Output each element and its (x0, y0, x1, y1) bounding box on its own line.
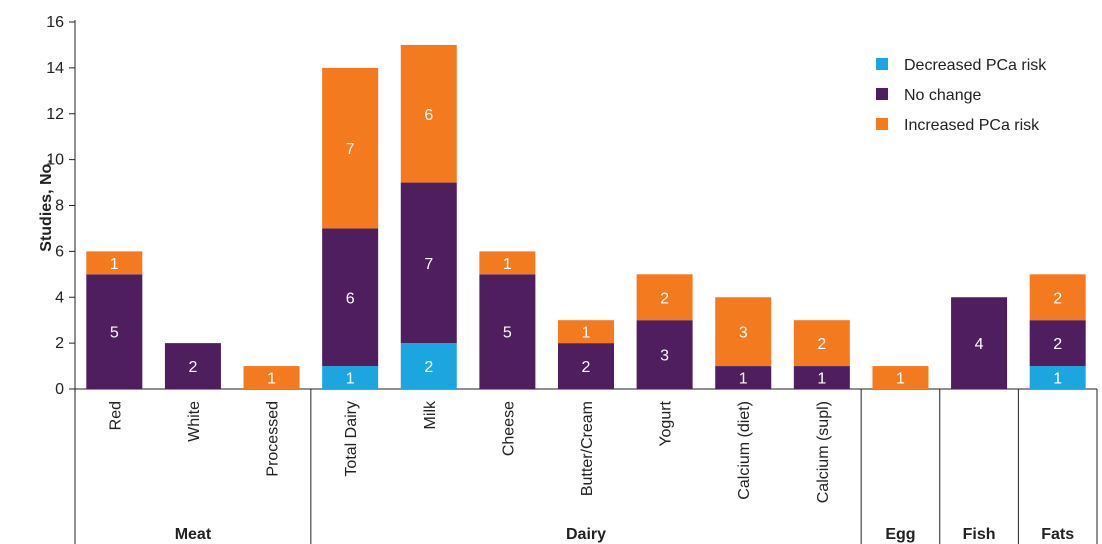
bar-segment-12-1 (1029, 320, 1086, 367)
legend-label: Increased PCa risk (904, 117, 1040, 134)
bar-segment-label: 2 (188, 359, 197, 376)
bar-segment-label: 1 (582, 325, 591, 342)
bar-segment-label: 2 (660, 290, 669, 307)
bar-segment-4-0 (400, 343, 457, 389)
bar-segment-4-2 (400, 44, 457, 183)
bar-segment-label: 2 (582, 359, 591, 376)
bar-segment-label: 5 (503, 325, 512, 342)
bar-segment-label: 3 (660, 348, 669, 365)
legend-swatch-0 (876, 58, 888, 70)
x-category-label: Red (107, 401, 124, 430)
bar-segment-label: 1 (1053, 371, 1062, 388)
bar-segment-label: 1 (739, 371, 748, 388)
bar-segment-12-2 (1029, 274, 1086, 321)
y-tick-label: 10 (46, 152, 64, 169)
legend-label: Decreased PCa risk (904, 57, 1047, 74)
y-tick-label: 2 (55, 335, 64, 352)
bar-segment-1-1 (164, 343, 221, 389)
bar-segment-label: 7 (346, 141, 355, 158)
bar-segment-label: 1 (346, 371, 355, 388)
bar-segment-label: 2 (424, 359, 433, 376)
bar-segment-12-0 (1029, 366, 1086, 389)
y-tick-label: 4 (55, 289, 64, 306)
bar-segment-3-2 (322, 67, 379, 229)
x-category-label: Milk (422, 400, 439, 429)
group-label: Dairy (566, 526, 606, 543)
bar-segment-5-1 (479, 274, 536, 389)
bar-segment-0-1 (86, 274, 143, 389)
bar-segment-label: 1 (896, 371, 905, 388)
bar-segment-3-1 (322, 228, 379, 367)
y-tick-label: 8 (55, 198, 64, 215)
bar-segment-label: 3 (739, 325, 748, 342)
x-category-label: Cheese (500, 401, 517, 456)
bar-segment-label: 1 (267, 371, 276, 388)
bar-segment-4-1 (400, 182, 457, 344)
bar-segment-8-1 (715, 366, 772, 389)
bar-segment-label: 7 (424, 256, 433, 273)
y-axis-title: Studies, No. (38, 159, 55, 251)
y-tick-label: 14 (46, 60, 64, 77)
legend-label: No change (904, 87, 981, 104)
bar-segment-11-1 (951, 297, 1008, 389)
bar-segment-label: 1 (503, 256, 512, 273)
bar-segment-label: 1 (110, 256, 119, 273)
legend-swatch-1 (876, 88, 888, 100)
bar-segment-6-2 (558, 320, 614, 344)
bar-segment-6-1 (558, 343, 614, 389)
bar-segment-label: 2 (1053, 290, 1062, 307)
x-category-label: Total Dairy (343, 401, 360, 477)
bar-segment-3-0 (322, 366, 379, 389)
y-tick-label: 0 (55, 381, 64, 398)
x-category-label: Processed (265, 401, 282, 477)
y-tick-label: 12 (46, 106, 64, 123)
bar-segment-5-2 (479, 251, 536, 275)
bar-segment-label: 5 (110, 325, 119, 342)
bar-segment-7-2 (636, 274, 693, 321)
bar-segment-8-2 (715, 297, 772, 367)
group-label: Egg (885, 526, 915, 543)
x-category-label: Yogurt (658, 400, 675, 446)
bar-segment-0-2 (86, 251, 143, 275)
group-label: Meat (175, 526, 212, 543)
group-label: Fats (1041, 526, 1074, 543)
y-tick-label: 6 (55, 243, 64, 260)
bar-segment-9-1 (793, 366, 850, 389)
bar-segment-2-2 (243, 366, 300, 389)
bar-segment-7-1 (636, 320, 693, 389)
bar-segment-label: 4 (975, 336, 984, 353)
x-category-label: Calcium (diet) (736, 401, 753, 500)
x-category-label: White (186, 401, 203, 442)
bar-segment-9-2 (793, 320, 850, 367)
bar-segment-label: 2 (817, 336, 826, 353)
x-category-label: Calcium (supl) (815, 401, 832, 503)
bar-segment-10-2 (872, 366, 929, 389)
legend-swatch-2 (876, 118, 888, 130)
x-category-label: Butter/Cream (579, 401, 596, 496)
bar-segment-label: 6 (424, 107, 433, 124)
y-tick-label: 16 (46, 14, 64, 31)
bar-segment-label: 1 (817, 371, 826, 388)
bar-segment-label: 2 (1053, 336, 1062, 353)
group-label: Fish (963, 526, 996, 543)
bar-segment-label: 6 (346, 290, 355, 307)
